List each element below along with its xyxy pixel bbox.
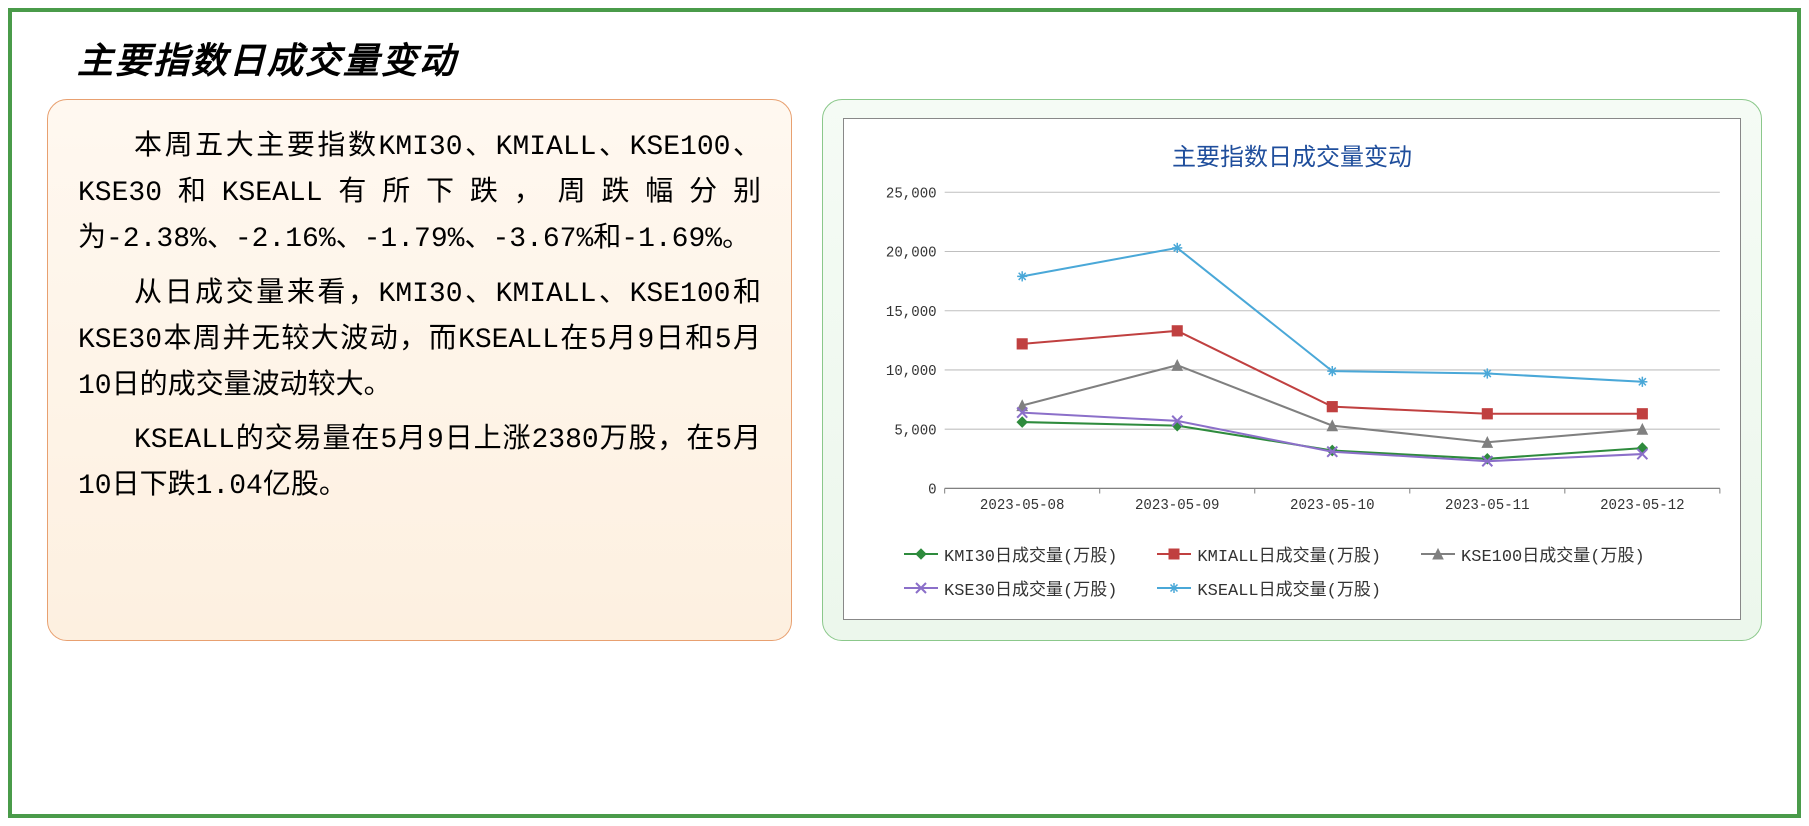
legend-label: KSE30日成交量(万股) (944, 575, 1117, 601)
legend-marker-icon (904, 547, 938, 561)
legend-item: KSE30日成交量(万股) (904, 575, 1117, 601)
legend-marker-icon (1157, 547, 1191, 561)
svg-text:2023-05-09: 2023-05-09 (1135, 498, 1220, 514)
svg-text:10,000: 10,000 (886, 364, 937, 380)
svg-text:2023-05-08: 2023-05-08 (980, 498, 1065, 514)
legend-label: KSEALL日成交量(万股) (1197, 575, 1381, 601)
legend: KMI30日成交量(万股) KMIALL日成交量(万股) KSE100日成交量(万股… (844, 529, 1740, 619)
chart-box: 主要指数日成交量变动 0 5,000 10,000 15,000 20,000 25,00… (843, 118, 1741, 620)
svg-text:20,000: 20,000 (886, 245, 937, 261)
plot-area: 0 5,000 10,000 15,000 20,000 25,000 2023-05-08… (844, 182, 1740, 529)
outer-frame: 主要指数日成交量变动 本周五大主要指数KMI30、KMIALL、KSE100、K… (8, 8, 1801, 818)
svg-text:0: 0 (928, 482, 936, 498)
svg-text:15,000: 15,000 (886, 305, 937, 321)
legend-item: KMIALL日成交量(万股) (1157, 541, 1381, 567)
legend-marker-icon (1421, 547, 1455, 561)
paragraph-1: 本周五大主要指数KMI30、KMIALL、KSE100、KSE30和KSEALL… (78, 125, 761, 264)
text-panel: 本周五大主要指数KMI30、KMIALL、KSE100、KSE30和KSEALL… (47, 99, 792, 641)
legend-label: KMIALL日成交量(万股) (1197, 541, 1381, 567)
legend-item: KSEALL日成交量(万股) (1157, 575, 1381, 601)
svg-text:25,000: 25,000 (886, 186, 937, 202)
page-title: 主要指数日成交量变动 (77, 32, 1762, 84)
legend-item: KMI30日成交量(万股) (904, 541, 1117, 567)
legend-label: KMI30日成交量(万股) (944, 541, 1117, 567)
svg-text:5,000: 5,000 (894, 423, 936, 439)
paragraph-2: 从日成交量来看，KMI30、KMIALL、KSE100和KSE30本周并无较大波… (78, 272, 761, 411)
legend-marker-icon (904, 581, 938, 595)
chart-panel: 主要指数日成交量变动 0 5,000 10,000 15,000 20,000 25,00… (822, 99, 1762, 641)
legend-label: KSE100日成交量(万股) (1461, 541, 1645, 567)
legend-marker-icon (1157, 581, 1191, 595)
paragraph-3: KSEALL的交易量在5月9日上涨2380万股，在5月10日下跌1.04亿股。 (78, 418, 761, 510)
chart-title: 主要指数日成交量变动 (844, 119, 1740, 182)
svg-text:2023-05-10: 2023-05-10 (1290, 498, 1375, 514)
svg-text:2023-05-12: 2023-05-12 (1600, 498, 1685, 514)
svg-text:2023-05-11: 2023-05-11 (1445, 498, 1530, 514)
content-row: 本周五大主要指数KMI30、KMIALL、KSE100、KSE30和KSEALL… (47, 99, 1762, 641)
chart-svg: 0 5,000 10,000 15,000 20,000 25,000 2023-05-08… (844, 182, 1740, 529)
legend-item: KSE100日成交量(万股) (1421, 541, 1645, 567)
